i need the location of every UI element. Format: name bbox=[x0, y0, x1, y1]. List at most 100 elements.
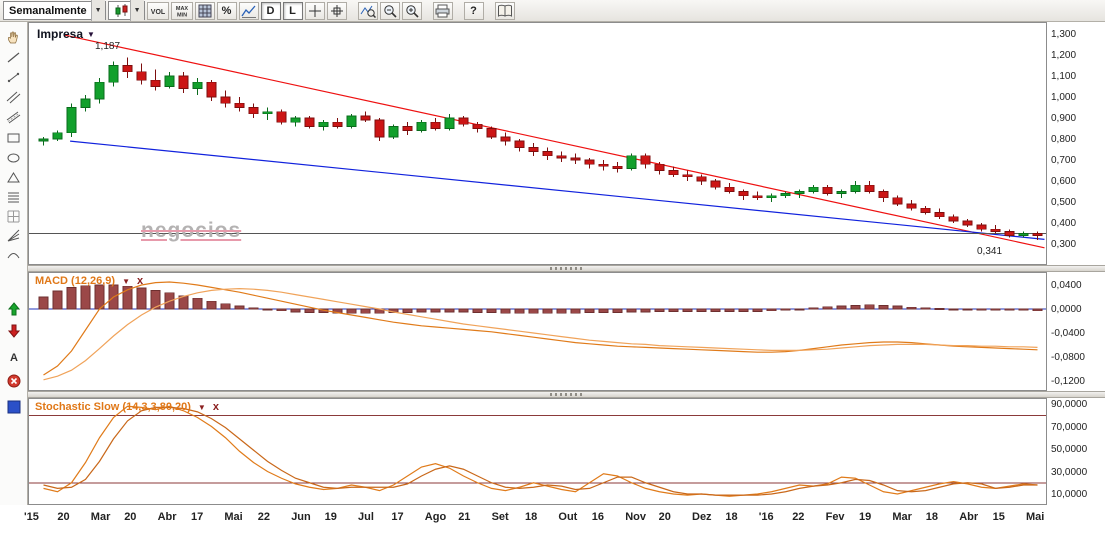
vol-icon: VOL bbox=[149, 5, 167, 17]
daily-button-label: D bbox=[266, 4, 275, 17]
zoom-area-button[interactable] bbox=[357, 1, 378, 20]
max-min-button[interactable]: MAX MIN bbox=[170, 1, 193, 20]
time-label: 18 bbox=[725, 511, 738, 523]
pan-tool[interactable] bbox=[2, 28, 25, 46]
time-label: 17 bbox=[191, 511, 204, 523]
symbol-label[interactable]: Impresa ▼ bbox=[37, 27, 95, 41]
crosshair-button[interactable] bbox=[304, 1, 325, 20]
trendline-tool[interactable] bbox=[2, 48, 25, 66]
macd-panel[interactable]: MACD (12,26,9) ▼ x bbox=[28, 272, 1047, 391]
chart-type-dropdown[interactable]: ▼ bbox=[107, 0, 145, 21]
symbol-name: Impresa bbox=[37, 27, 84, 41]
panel-splitter-top[interactable] bbox=[28, 265, 1105, 272]
macd-tick-label: 0,0400 bbox=[1051, 280, 1082, 291]
macd-tick-label: -0,0400 bbox=[1051, 328, 1085, 339]
channel-tool[interactable] bbox=[2, 108, 25, 126]
last-price-annotation: 0,341 bbox=[977, 246, 1003, 258]
tracker-button[interactable] bbox=[326, 1, 347, 20]
grid-button[interactable] bbox=[194, 1, 215, 20]
time-label: 19 bbox=[859, 511, 872, 523]
arc-tool[interactable] bbox=[2, 245, 25, 263]
stochastic-panel[interactable]: Stochastic Slow (14,3,3,80,20) ▼ x bbox=[28, 398, 1047, 505]
stochastic-chart[interactable] bbox=[29, 399, 1046, 504]
text-annotation-tool[interactable]: A bbox=[2, 348, 25, 366]
percent-button-label: % bbox=[221, 4, 232, 17]
watermark: negocios bbox=[141, 219, 242, 242]
price-tick-label: 0,500 bbox=[1051, 197, 1077, 208]
macd-axis: 0,0400 0,0000 -0,0400 -0,0800 -0,1200 bbox=[1047, 272, 1105, 391]
splitter-grip-icon bbox=[549, 393, 584, 396]
time-axis: '15 20 Mar 20 Abr 17 Mai 22 Jun 19 Jul 17 Ago 21 Set 18… bbox=[24, 505, 1105, 534]
time-label: Mai bbox=[1026, 511, 1045, 523]
time-label: 16 bbox=[591, 511, 605, 523]
symbol-caret-icon[interactable]: ▼ bbox=[87, 29, 95, 39]
price-chart-panel[interactable]: Impresa ▼ negocios 1,187 0,341 bbox=[28, 22, 1047, 265]
daily-button[interactable]: D bbox=[260, 1, 281, 20]
ray-line-tool[interactable] bbox=[2, 68, 25, 86]
book-button[interactable] bbox=[494, 1, 515, 20]
time-label: 15 bbox=[992, 511, 1005, 523]
macd-close-icon[interactable]: x bbox=[137, 275, 144, 287]
fib-icon bbox=[6, 190, 21, 205]
price-tick-label: 0,700 bbox=[1051, 155, 1077, 166]
price-axis: 1,300 1,200 1,100 1,000 0,900 0,800 0,700 0,600… bbox=[1047, 22, 1105, 265]
book-icon bbox=[497, 4, 513, 18]
top-toolbar: Semanalmente ▼ ▼ VOL MAX MIN% D L? bbox=[0, 0, 1105, 22]
ellipse-tool[interactable] bbox=[2, 148, 25, 166]
triangle-tool[interactable] bbox=[2, 168, 25, 186]
time-label: Abr bbox=[157, 511, 177, 523]
time-label: Fev bbox=[825, 511, 845, 523]
price-tick-label: 1,100 bbox=[1051, 71, 1077, 82]
grid-tb-icon bbox=[198, 4, 212, 18]
price-tick-label: 1,300 bbox=[1051, 29, 1077, 40]
zoom-out-button[interactable] bbox=[379, 1, 400, 20]
time-label: Jun bbox=[291, 511, 311, 523]
ellipse-icon bbox=[6, 150, 21, 165]
help-button[interactable]: ? bbox=[463, 1, 484, 20]
zoom-in-button[interactable] bbox=[401, 1, 422, 20]
delete-drawing-tool[interactable] bbox=[2, 372, 25, 390]
svg-text:A: A bbox=[10, 352, 18, 364]
volume-button[interactable]: VOL bbox=[146, 1, 169, 20]
log-scale-button[interactable]: L bbox=[282, 1, 303, 20]
time-label: 21 bbox=[458, 511, 471, 523]
price-tick-label: 0,400 bbox=[1051, 218, 1077, 229]
print-button[interactable] bbox=[432, 1, 453, 20]
price-tick-label: 1,000 bbox=[1051, 92, 1077, 103]
stochastic-close-icon[interactable]: x bbox=[212, 401, 219, 413]
time-label: 20 bbox=[658, 511, 671, 523]
parallel-icon bbox=[6, 90, 21, 105]
time-label: 19 bbox=[324, 511, 337, 523]
macd-caret-icon[interactable]: ▼ bbox=[122, 276, 130, 286]
svg-text:VOL: VOL bbox=[150, 9, 165, 16]
grid-sm-icon bbox=[6, 209, 21, 224]
active-indicator-marker[interactable] bbox=[2, 398, 25, 416]
price-tick-label: 0,800 bbox=[1051, 134, 1077, 145]
percent-button[interactable]: % bbox=[216, 1, 237, 20]
time-label: Mar bbox=[892, 511, 912, 523]
fibonacci-retracement-tool[interactable] bbox=[2, 188, 25, 206]
indicator-button[interactable] bbox=[238, 1, 259, 20]
blue-square-icon bbox=[7, 400, 21, 414]
splitter-grip-icon bbox=[549, 267, 584, 270]
macd-tick-label: -0,0800 bbox=[1051, 352, 1085, 363]
macd-tick-label: -0,1200 bbox=[1051, 376, 1085, 387]
rect-icon bbox=[6, 130, 21, 145]
fibonacci-fan-tool[interactable] bbox=[2, 226, 25, 244]
stochastic-label: Stochastic Slow (14,3,3,80,20) ▼ x bbox=[35, 401, 219, 413]
candlestick-chart[interactable] bbox=[29, 23, 1046, 264]
buy-marker-tool[interactable] bbox=[2, 300, 25, 318]
price-tick-label: 0,300 bbox=[1051, 239, 1077, 250]
parallel-lines-tool[interactable] bbox=[2, 88, 25, 106]
delete-x-icon bbox=[7, 374, 21, 388]
peak-price-annotation: 1,187 bbox=[95, 40, 121, 52]
time-label: Mar bbox=[90, 511, 111, 523]
rectangle-tool[interactable] bbox=[2, 128, 25, 146]
stochastic-tick-label: 10,0000 bbox=[1051, 489, 1088, 500]
panel-splitter-bottom[interactable] bbox=[28, 391, 1105, 398]
stochastic-caret-icon[interactable]: ▼ bbox=[197, 402, 206, 412]
interval-dropdown[interactable]: Semanalmente ▼ bbox=[3, 0, 106, 21]
macd-chart[interactable] bbox=[29, 273, 1046, 390]
sell-marker-tool[interactable] bbox=[2, 322, 25, 340]
grid-tool[interactable] bbox=[2, 207, 25, 225]
